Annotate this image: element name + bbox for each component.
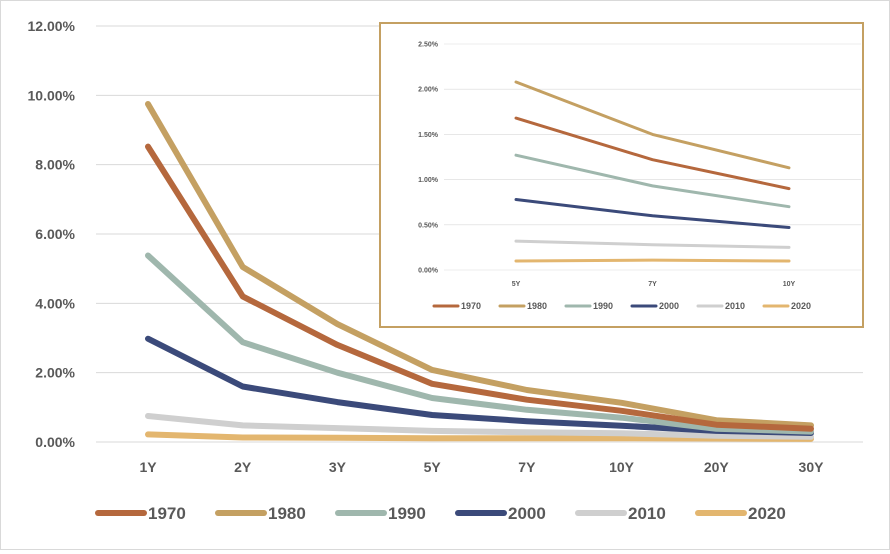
main-x-axis: 1Y 2Y 3Y 5Y 7Y 10Y 20Y 30Y xyxy=(139,459,824,475)
main-plot-lines xyxy=(145,101,814,442)
main-x-tick-label: 1Y xyxy=(139,459,157,475)
main-legend-label-2000: 2000 xyxy=(508,504,546,523)
main-x-tick-label: 3Y xyxy=(329,459,347,475)
main-y-tick-label: 0.00% xyxy=(35,434,75,450)
inset-series-line-2020 xyxy=(514,258,791,263)
inset-legend-label-2000: 2000 xyxy=(659,301,679,311)
main-legend: 1970 1980 1990 2000 2010 2020 xyxy=(95,504,786,523)
main-x-tick-label: 20Y xyxy=(704,459,730,475)
inset-y-tick-label: 2.00% xyxy=(418,87,439,94)
inset-y-axis: 0.00% 0.50% 1.00% 1.50% 2.00% 2.50% xyxy=(418,42,439,275)
inset-y-tick-label: 1.00% xyxy=(418,177,439,184)
main-x-tick-label: 10Y xyxy=(609,459,635,475)
inset-y-tick-label: 2.50% xyxy=(418,42,439,49)
inset-x-axis: 5Y 7Y 10Y xyxy=(512,281,796,288)
inset-chart: 0.00% 0.50% 1.00% 1.50% 2.00% 2.50% 5Y 7Y 10Y 1… xyxy=(379,22,864,328)
inset-plot-lines xyxy=(514,80,791,263)
main-legend-label-1980: 1980 xyxy=(268,504,306,523)
inset-series-line-2000 xyxy=(514,198,791,229)
main-series-line-1990 xyxy=(145,252,814,435)
inset-y-tick-label: 1.50% xyxy=(418,132,439,139)
inset-series-line-1970 xyxy=(514,116,791,191)
inset-x-tick-label: 5Y xyxy=(512,281,521,288)
main-x-tick-label: 5Y xyxy=(424,459,442,475)
inset-series-line-1990 xyxy=(514,153,791,209)
inset-y-tick-label: 0.00% xyxy=(418,268,439,275)
main-legend-label-2020: 2020 xyxy=(748,504,786,523)
inset-legend-label-2020: 2020 xyxy=(791,301,811,311)
main-series-line-1970 xyxy=(145,143,814,432)
inset-legend-label-1970: 1970 xyxy=(461,301,481,311)
main-series-line-2020 xyxy=(145,431,814,442)
inset-series-line-2010 xyxy=(514,239,791,249)
main-x-tick-label: 7Y xyxy=(518,459,536,475)
inset-legend-label-1990: 1990 xyxy=(593,301,613,311)
main-y-tick-label: 12.00% xyxy=(28,18,76,34)
inset-x-tick-label: 10Y xyxy=(783,281,796,288)
main-legend-label-1990: 1990 xyxy=(388,504,426,523)
inset-x-tick-label: 7Y xyxy=(648,281,657,288)
inset-legend-label-2010: 2010 xyxy=(725,301,745,311)
main-y-tick-label: 8.00% xyxy=(35,157,75,173)
inset-border xyxy=(379,22,864,328)
inset-legend: 1970 1980 1990 2000 2010 2020 xyxy=(432,301,811,311)
main-legend-label-2010: 2010 xyxy=(628,504,666,523)
main-legend-label-1970: 1970 xyxy=(148,504,186,523)
main-series-line-1980 xyxy=(145,101,814,429)
inset-series-line-1980 xyxy=(514,80,791,170)
main-y-tick-label: 2.00% xyxy=(35,365,75,381)
main-series-line-2000 xyxy=(145,335,814,436)
main-y-tick-label: 4.00% xyxy=(35,295,75,311)
main-series-line-2010 xyxy=(145,413,814,440)
main-y-axis: 0.00% 2.00% 4.00% 6.00% 8.00% 10.00% 12.00% xyxy=(28,18,76,450)
inset-legend-label-1980: 1980 xyxy=(527,301,547,311)
main-x-tick-label: 2Y xyxy=(234,459,252,475)
main-x-tick-label: 30Y xyxy=(799,459,825,475)
main-y-tick-label: 10.00% xyxy=(28,87,76,103)
main-y-tick-label: 6.00% xyxy=(35,226,75,242)
inset-y-tick-label: 0.50% xyxy=(418,222,439,229)
